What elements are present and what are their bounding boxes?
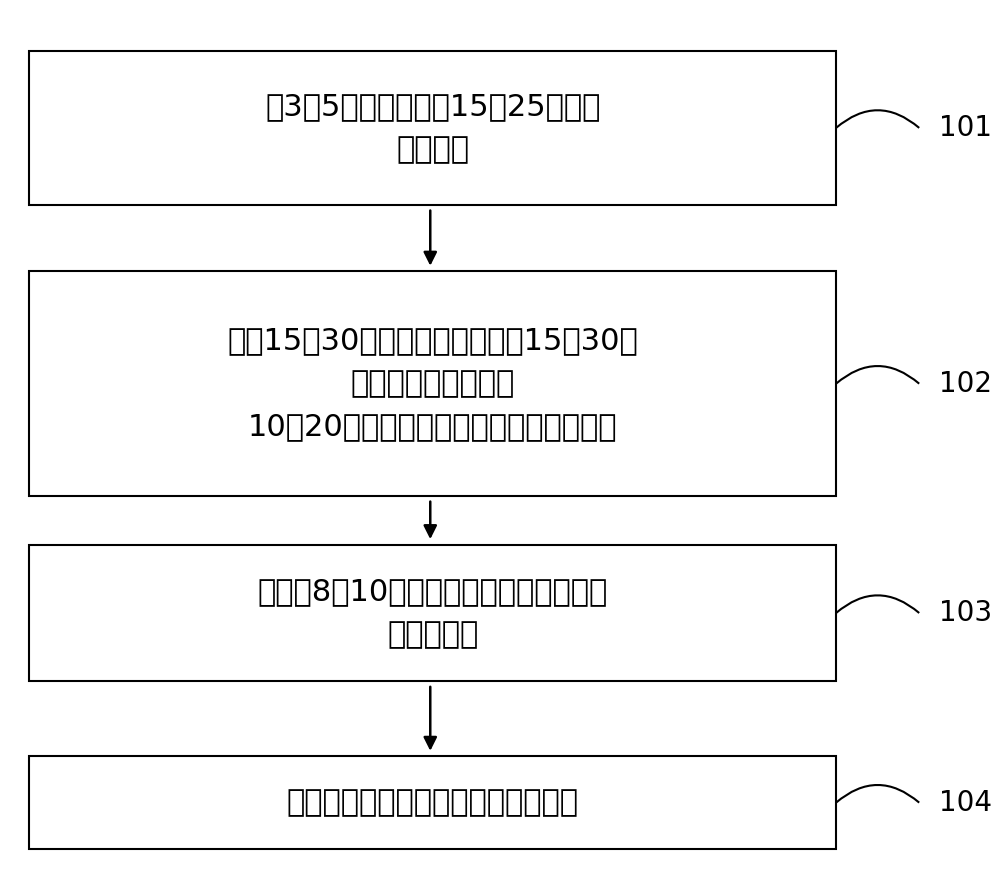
Text: 再加入8～10份填料，继续在高速分散机
上分散均匀: 再加入8～10份填料，继续在高速分散机 上分散均匀	[258, 577, 608, 649]
Text: 103: 103	[939, 599, 992, 627]
Text: 加入15～30份环氧丙烯酸树脂、15～30份
聚氨酯丙烯酸树脂和
10～20份聚苯胺在高速分散机上分散均匀: 加入15～30份环氧丙烯酸树脂、15～30份 聚氨酯丙烯酸树脂和 10～20份聚…	[227, 326, 638, 441]
Text: 104: 104	[939, 789, 992, 817]
Text: 静置后研磨以制作完成透明导电溶液: 静置后研磨以制作完成透明导电溶液	[287, 789, 579, 817]
Bar	[29, 272, 836, 496]
Text: 101: 101	[939, 114, 992, 142]
Bar	[29, 51, 836, 206]
Text: 将3～5份光引发剂和15～25份单体
混合溶解: 将3～5份光引发剂和15～25份单体 混合溶解	[265, 92, 600, 164]
Text: 102: 102	[939, 370, 992, 398]
Bar	[29, 757, 836, 848]
Bar	[29, 545, 836, 681]
